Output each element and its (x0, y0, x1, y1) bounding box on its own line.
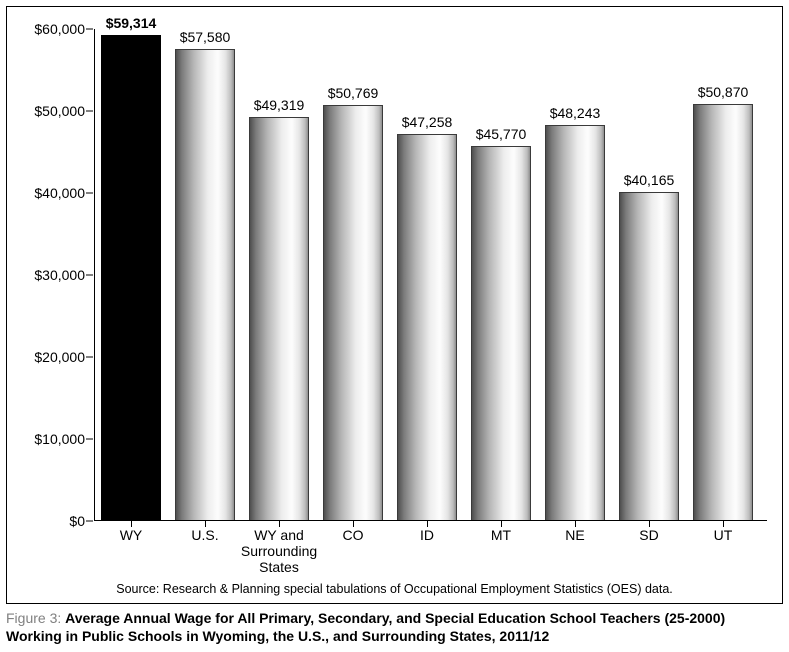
x-tick-mark (649, 520, 650, 527)
figure-title: Average Annual Wage for All Primary, Sec… (6, 610, 725, 644)
x-tick-label: U.S. (168, 527, 242, 543)
x-tick-label: MT (464, 527, 538, 543)
figure-label: Figure 3: (6, 610, 65, 626)
figure-container: $0 $10,000 $20,000 $30,000 $40,000 $50,000 $60… (0, 0, 789, 652)
bar (545, 125, 605, 521)
x-tick-mark (501, 520, 502, 527)
bar-value-label: $47,258 (397, 114, 457, 130)
figure-caption: Figure 3: Average Annual Wage for All Pr… (6, 610, 783, 645)
bar-value-label: $50,769 (323, 85, 383, 101)
y-tick-label: $0 (69, 513, 85, 529)
plot-area: $59,314$57,580$49,319$50,769$47,258$45,7… (95, 29, 767, 521)
y-tick-label: $40,000 (34, 185, 85, 201)
x-tick-mark (353, 520, 354, 527)
bar (101, 35, 161, 521)
x-tick-mark (427, 520, 428, 527)
x-tick-label: SD (612, 527, 686, 543)
x-tick-label: WY and Surrounding States (238, 527, 320, 575)
y-tick-label: $20,000 (34, 349, 85, 365)
bar (249, 117, 309, 521)
x-tick-label: NE (538, 527, 612, 543)
x-tick-label: WY (94, 527, 168, 543)
bar-value-label: $45,770 (471, 126, 531, 142)
bar-value-label: $57,580 (175, 29, 235, 45)
bar-value-label: $50,870 (693, 84, 753, 100)
x-tick-label: ID (390, 527, 464, 543)
x-tick-label: UT (686, 527, 760, 543)
y-tick-mark (86, 357, 93, 358)
y-tick-label: $10,000 (34, 431, 85, 447)
y-tick-mark (86, 275, 93, 276)
bar-value-label: $49,319 (249, 97, 309, 113)
y-tick-mark (86, 111, 93, 112)
y-axis: $0$10,000$20,000$30,000$40,000$50,000$60… (7, 29, 95, 521)
y-tick-label: $50,000 (34, 103, 85, 119)
bar-value-label: $48,243 (545, 105, 605, 121)
bar (323, 105, 383, 521)
bar (619, 192, 679, 521)
bar-value-label: $40,165 (619, 172, 679, 188)
source-text: Source: Research & Planning special tabu… (7, 582, 782, 596)
bar (175, 49, 235, 521)
x-tick-mark (131, 520, 132, 527)
x-tick-mark (205, 520, 206, 527)
x-tick-mark (279, 520, 280, 527)
bar (471, 146, 531, 521)
chart-frame: $0 $10,000 $20,000 $30,000 $40,000 $50,000 $60… (6, 6, 783, 604)
x-axis-line (95, 520, 767, 521)
y-tick-mark (86, 29, 93, 30)
bar-value-label: $59,314 (101, 15, 161, 31)
y-tick-mark (86, 193, 93, 194)
x-tick-mark (723, 520, 724, 527)
x-tick-label: CO (316, 527, 390, 543)
bars-container: $59,314$57,580$49,319$50,769$47,258$45,7… (95, 29, 767, 521)
y-tick-mark (86, 439, 93, 440)
y-tick-mark (86, 521, 93, 522)
y-tick-label: $60,000 (34, 21, 85, 37)
bar (397, 134, 457, 522)
bar (693, 104, 753, 521)
x-axis-labels: WYU.S.WY and Surrounding StatesCOIDMTNES… (95, 527, 767, 587)
y-tick-label: $30,000 (34, 267, 85, 283)
x-tick-mark (575, 520, 576, 527)
